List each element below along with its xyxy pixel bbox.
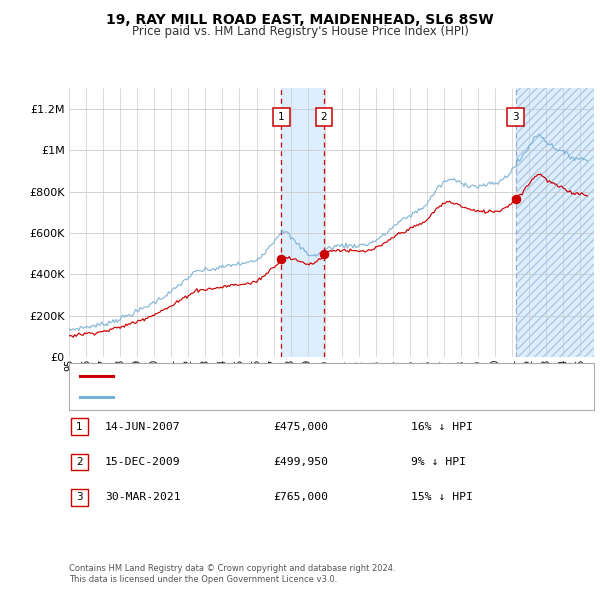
Text: 19, RAY MILL ROAD EAST, MAIDENHEAD, SL6 8SW (detached house): 19, RAY MILL ROAD EAST, MAIDENHEAD, SL6 … bbox=[120, 371, 453, 381]
Text: 15% ↓ HPI: 15% ↓ HPI bbox=[411, 493, 473, 502]
Text: 1: 1 bbox=[278, 112, 284, 122]
Text: 3: 3 bbox=[512, 112, 519, 122]
Text: HPI: Average price, detached house, Windsor and Maidenhead: HPI: Average price, detached house, Wind… bbox=[120, 392, 425, 402]
Text: Contains HM Land Registry data © Crown copyright and database right 2024.: Contains HM Land Registry data © Crown c… bbox=[69, 565, 395, 573]
Text: 19, RAY MILL ROAD EAST, MAIDENHEAD, SL6 8SW: 19, RAY MILL ROAD EAST, MAIDENHEAD, SL6 … bbox=[106, 13, 494, 27]
Text: 14-JUN-2007: 14-JUN-2007 bbox=[105, 422, 181, 431]
Text: 30-MAR-2021: 30-MAR-2021 bbox=[105, 493, 181, 502]
Text: 15-DEC-2009: 15-DEC-2009 bbox=[105, 457, 181, 467]
Text: 16% ↓ HPI: 16% ↓ HPI bbox=[411, 422, 473, 431]
Text: This data is licensed under the Open Government Licence v3.0.: This data is licensed under the Open Gov… bbox=[69, 575, 337, 584]
Text: 2: 2 bbox=[320, 112, 327, 122]
Point bbox=[319, 249, 329, 258]
Bar bbox=[516, 88, 594, 357]
Text: £765,000: £765,000 bbox=[273, 493, 328, 502]
Text: 3: 3 bbox=[76, 493, 83, 502]
Bar bbox=[281, 88, 324, 357]
Text: 1: 1 bbox=[76, 422, 83, 431]
Point bbox=[277, 254, 286, 264]
Text: 9% ↓ HPI: 9% ↓ HPI bbox=[411, 457, 466, 467]
Text: £475,000: £475,000 bbox=[273, 422, 328, 431]
Text: Price paid vs. HM Land Registry's House Price Index (HPI): Price paid vs. HM Land Registry's House … bbox=[131, 25, 469, 38]
Text: £499,950: £499,950 bbox=[273, 457, 328, 467]
Text: 2: 2 bbox=[76, 457, 83, 467]
Point bbox=[511, 194, 521, 204]
